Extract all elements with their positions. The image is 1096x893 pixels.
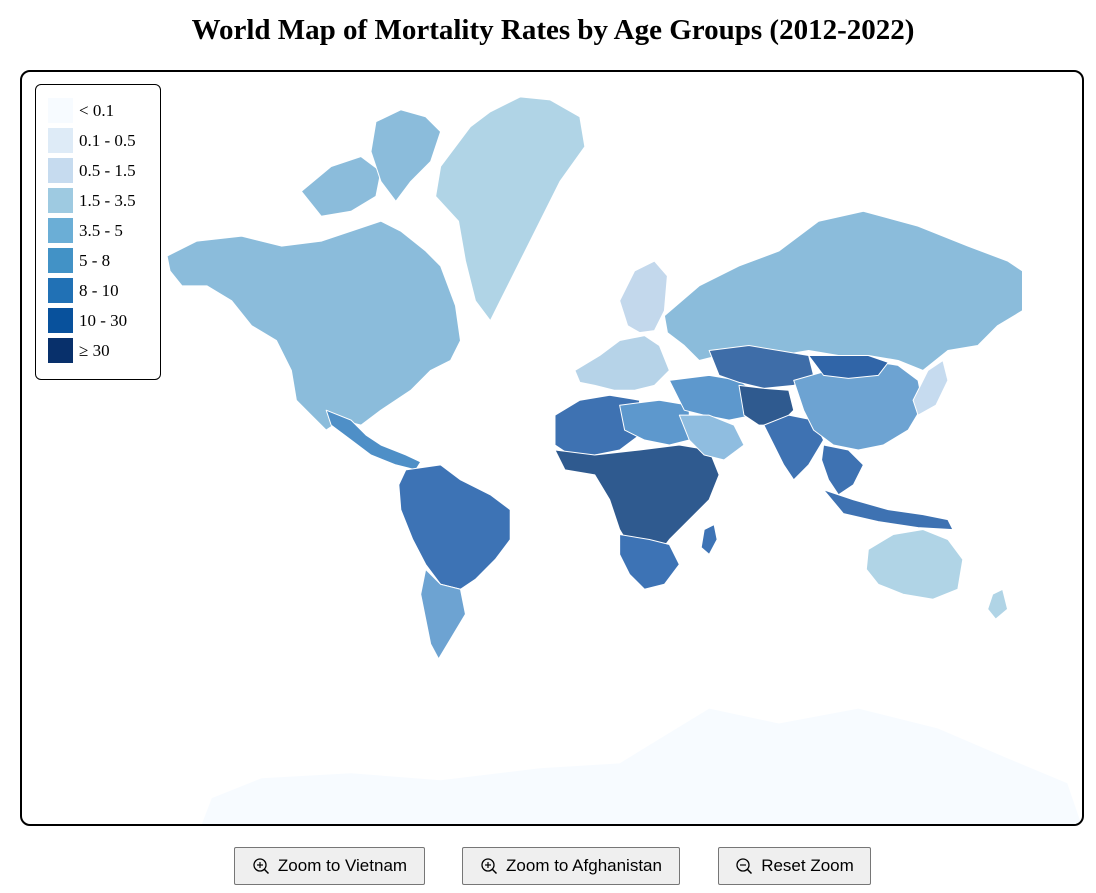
country-egypt-libya[interactable]	[619, 399, 690, 446]
chart-title: World Map of Mortality Rates by Age Grou…	[191, 14, 915, 46]
country-baffin-island[interactable]	[370, 109, 442, 202]
legend-swatch	[48, 278, 73, 303]
legend-item: 1.5 - 3.5	[48, 188, 160, 213]
country-mongolia[interactable]	[808, 354, 889, 379]
legend-label: 3.5 - 5	[79, 220, 123, 240]
legend-swatch	[48, 218, 73, 243]
country-north-africa[interactable]	[554, 394, 641, 456]
legend-item: 3.5 - 5	[48, 218, 160, 243]
country-japan[interactable]	[912, 359, 949, 416]
reset-zoom-label: Reset Zoom	[761, 856, 854, 875]
legend-item: ≥ 30	[48, 338, 160, 363]
legend-item: 8 - 10	[48, 278, 160, 303]
country-russia[interactable]	[663, 210, 1023, 371]
country-arabia[interactable]	[678, 414, 745, 461]
legend-swatch	[48, 188, 73, 213]
zoom-to-vietnam-button[interactable]: Zoom to Vietnam	[234, 847, 425, 885]
legend-label: 8 - 10	[79, 280, 119, 300]
zoom-in-icon	[481, 858, 498, 875]
country-europe[interactable]	[574, 335, 670, 391]
country-madagascar[interactable]	[700, 524, 718, 555]
country-indonesia[interactable]	[823, 489, 954, 531]
legend-swatch	[48, 248, 73, 273]
legend-label: 1.5 - 3.5	[79, 190, 136, 210]
country-southern-africa[interactable]	[619, 534, 680, 590]
zoom-to-afghanistan-label: Zoom to Afghanistan	[506, 856, 662, 875]
country-central-america[interactable]	[325, 409, 422, 471]
zoom-to-vietnam-label: Zoom to Vietnam	[277, 856, 408, 875]
country-australia[interactable]	[865, 529, 964, 600]
legend-swatch	[48, 308, 73, 333]
country-new-zealand[interactable]	[987, 588, 1009, 620]
legend-swatch	[48, 98, 73, 123]
legend-swatch	[48, 128, 73, 153]
country-india[interactable]	[763, 414, 825, 481]
legend: < 0.1 0.1 - 0.5 0.5 - 1.5 1.5 - 3.5 3.5 - 5 5…	[35, 84, 161, 380]
world-map[interactable]	[22, 72, 1082, 824]
zoom-in-icon	[253, 858, 269, 875]
legend-label: 10 - 30	[79, 310, 128, 330]
legend-swatch	[48, 338, 73, 363]
country-canada-islands[interactable]	[300, 156, 382, 217]
country-north-america[interactable]	[166, 220, 461, 431]
legend-item: 0.1 - 0.5	[48, 128, 160, 153]
legend-item: 0.5 - 1.5	[48, 158, 160, 183]
country-greenland[interactable]	[435, 96, 586, 322]
zoom-controls: Zoom to Vietnam Zoom to Afghanistan Rese…	[0, 847, 1096, 887]
country-sub-saharan-africa[interactable]	[554, 444, 720, 560]
legend-label: < 0.1	[79, 100, 115, 120]
legend-label: 0.5 - 1.5	[79, 160, 136, 180]
legend-item: 5 - 8	[48, 248, 160, 273]
zoom-to-afghanistan-button[interactable]: Zoom to Afghanistan	[462, 847, 680, 885]
reset-zoom-button[interactable]: Reset Zoom	[718, 847, 871, 885]
map-container[interactable]: < 0.1 0.1 - 0.5 0.5 - 1.5 1.5 - 3.5 3.5 - 5 5…	[20, 70, 1084, 826]
country-scandinavia[interactable]	[619, 260, 668, 334]
country-south-america-north[interactable]	[398, 464, 511, 590]
legend-label: 0.1 - 0.5	[79, 130, 136, 150]
legend-label: ≥ 30	[79, 340, 110, 360]
country-south-america-south[interactable]	[420, 568, 466, 660]
legend-label: 5 - 8	[79, 250, 111, 270]
legend-item: 10 - 30	[48, 308, 160, 333]
country-southeast-asia[interactable]	[821, 444, 864, 496]
zoom-out-icon	[736, 858, 753, 875]
country-antarctica[interactable]	[201, 708, 1082, 824]
legend-item: < 0.1	[48, 98, 160, 123]
legend-swatch	[48, 158, 73, 183]
